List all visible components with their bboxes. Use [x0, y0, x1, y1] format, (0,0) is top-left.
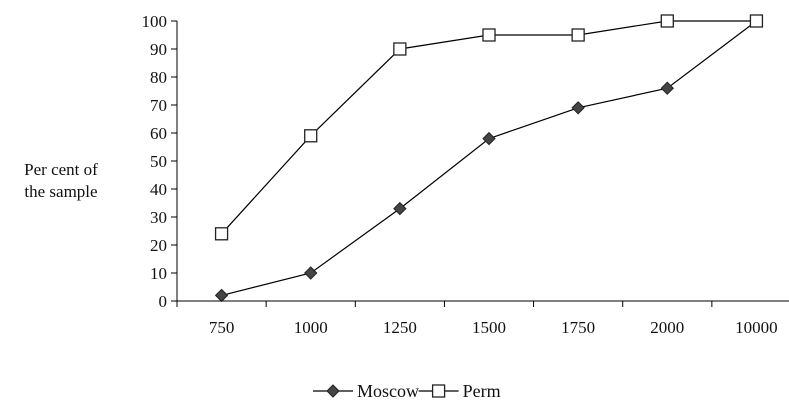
data-point-perm [571, 28, 585, 42]
legend-label-moscow: Moscow [357, 381, 419, 401]
y-tick-label: 0 [159, 292, 168, 311]
data-point-perm [660, 14, 674, 28]
data-point-perm [749, 14, 764, 28]
y-axis-label-line2: the sample [24, 182, 97, 201]
x-tick-label: 1250 [383, 318, 417, 337]
y-tick-label: 60 [150, 124, 167, 143]
legend-marker-perm [431, 384, 446, 398]
legend-marker-moscow [326, 384, 340, 398]
y-tick-label: 40 [150, 180, 167, 199]
data-point-perm [304, 129, 318, 143]
data-point-perm [393, 42, 407, 56]
x-tick-label: 1750 [561, 318, 595, 337]
y-axis-label-line1: Per cent of [24, 160, 98, 179]
x-tick-label: 1500 [472, 318, 506, 337]
y-tick-label: 80 [150, 68, 167, 87]
y-tick-label: 30 [150, 208, 167, 227]
y-tick-label: 90 [150, 40, 167, 59]
x-tick-label: 2000 [650, 318, 684, 337]
y-tick-label: 20 [150, 236, 167, 255]
data-point-moscow [393, 201, 407, 216]
y-tick-label: 100 [142, 12, 168, 31]
x-tick-label: 10000 [735, 318, 778, 337]
x-tick-label: 750 [209, 318, 235, 337]
y-tick-label: 10 [150, 264, 167, 283]
data-point-perm [214, 227, 229, 241]
data-point-moscow [660, 81, 674, 95]
series-line-perm [221, 20, 757, 235]
data-point-moscow [571, 101, 585, 115]
data-point-moscow [214, 288, 229, 303]
legend-label-perm: Perm [463, 381, 501, 401]
series-line-moscow [221, 20, 757, 296]
data-point-moscow [304, 266, 318, 280]
y-tick-label: 50 [150, 152, 167, 171]
data-point-perm [482, 28, 496, 42]
data-point-moscow [482, 131, 496, 146]
x-tick-label: 1000 [294, 318, 328, 337]
y-tick-label: 70 [150, 96, 167, 115]
